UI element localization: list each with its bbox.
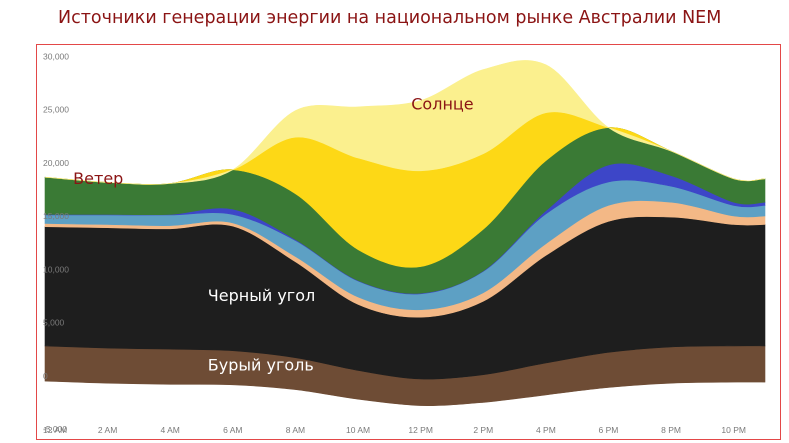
x-tick-label: 10 PM	[721, 425, 746, 435]
y-tick-label: 10,000	[43, 264, 69, 274]
y-tick-label: -5,000	[43, 424, 67, 434]
area-layers	[44, 60, 766, 406]
chart-frame: -5,000 0 5,000 10,000 15,000 20,000 25,000 30,0…	[36, 44, 781, 440]
y-tick-label: 15,000	[43, 211, 69, 221]
x-tick-label: 8 AM	[286, 425, 305, 435]
x-tick-label: 6 AM	[223, 425, 242, 435]
x-tick-label: 4 AM	[161, 425, 180, 435]
x-tick-label: 12 AM	[43, 425, 67, 435]
stacked-area-chart: -5,000 0 5,000 10,000 15,000 20,000 25,000 30,0…	[43, 51, 766, 435]
x-tick-label: 6 PM	[599, 425, 619, 435]
y-tick-label: 20,000	[43, 158, 69, 168]
y-tick-label: 5,000	[43, 318, 65, 328]
x-tick-label: 2 PM	[473, 425, 493, 435]
x-tick-label: 8 PM	[661, 425, 681, 435]
area-labels: Солнце Ветер Черный угол Бурый уголь	[73, 95, 473, 375]
y-tick-label: 0	[43, 371, 48, 381]
y-axis: -5,000 0 5,000 10,000 15,000 20,000 25,000 30,0…	[43, 51, 69, 434]
area-label: Ветер	[73, 169, 123, 188]
area-label: Черный угол	[208, 286, 315, 305]
x-tick-label: 4 PM	[536, 425, 556, 435]
area-label: Бурый уголь	[208, 355, 314, 374]
x-tick-label: 2 AM	[98, 425, 117, 435]
y-tick-label: 30,000	[43, 51, 69, 61]
y-tick-label: 25,000	[43, 105, 69, 115]
chart-title: Источники генерации энергии на националь…	[58, 8, 722, 28]
x-axis: 12 AM 2 AM 4 AM 6 AM 8 AM 10 AM 12 PM 2 PM 4 PM 6…	[43, 425, 746, 435]
x-tick-label: 12 PM	[408, 425, 433, 435]
x-tick-label: 10 AM	[346, 425, 370, 435]
area-solar	[44, 60, 766, 185]
area-label: Солнце	[411, 95, 473, 114]
